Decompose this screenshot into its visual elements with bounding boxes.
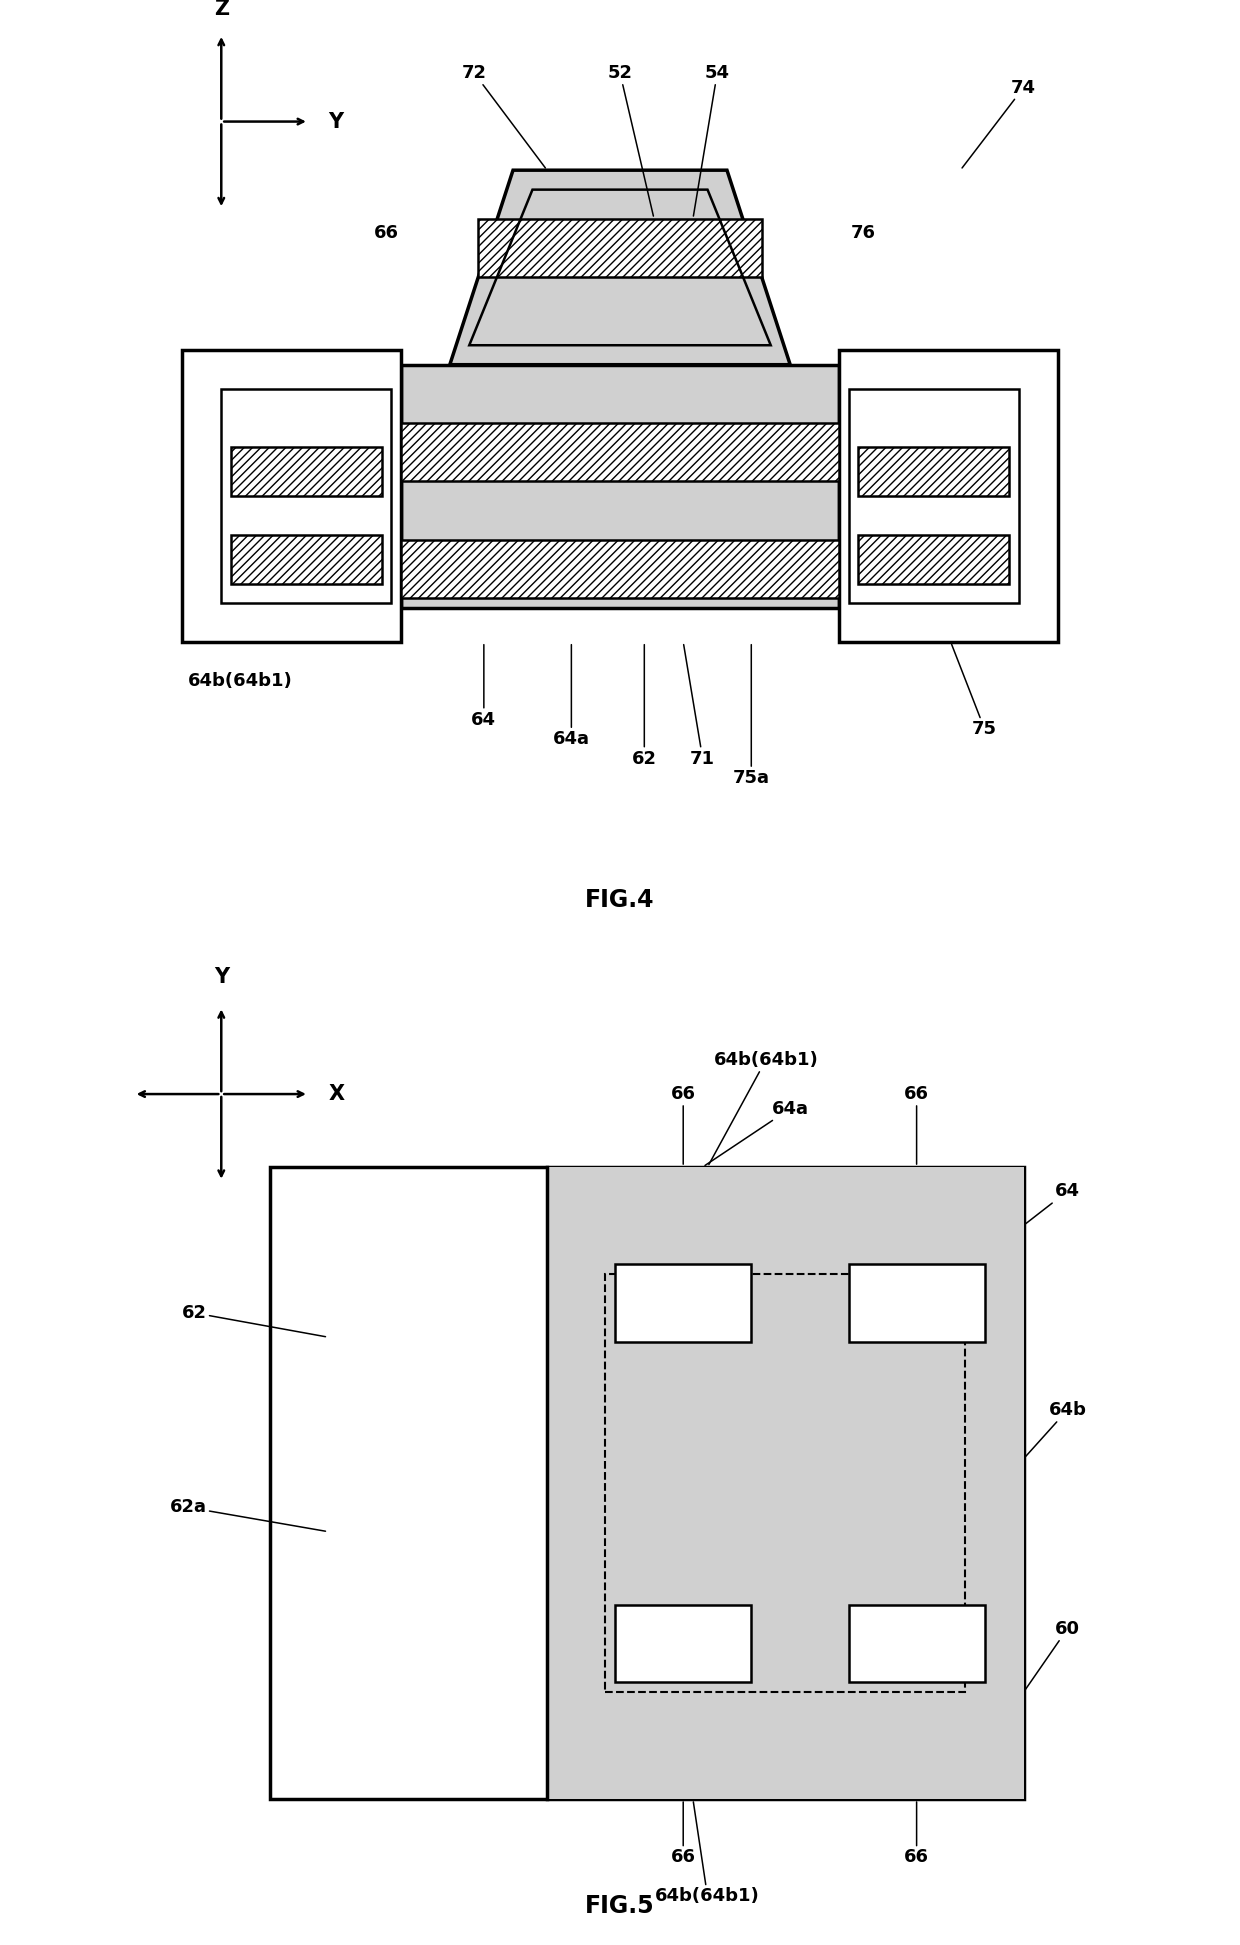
Text: 76: 76	[851, 224, 875, 243]
Text: 66: 66	[671, 1801, 696, 1867]
Bar	[402, 366, 838, 607]
Text: 52: 52	[608, 64, 653, 216]
Text: 64b(64b1): 64b(64b1)	[709, 1050, 818, 1165]
Text: 66: 66	[904, 1085, 929, 1165]
Text: 66: 66	[374, 224, 399, 243]
Text: 71: 71	[683, 644, 715, 768]
Text: 62: 62	[182, 1303, 326, 1336]
Bar	[479, 220, 761, 276]
Text: 64b(64b1): 64b(64b1)	[188, 671, 293, 690]
Bar	[848, 389, 1019, 603]
Bar	[605, 1274, 965, 1692]
Text: 64b: 64b	[1025, 1400, 1086, 1457]
Text: 75a: 75a	[733, 644, 770, 788]
Polygon shape	[450, 171, 790, 366]
Text: 75: 75	[951, 644, 997, 739]
Text: 66: 66	[904, 1801, 929, 1867]
Bar	[182, 350, 402, 642]
Bar	[270, 1167, 1023, 1799]
Bar	[547, 1167, 1023, 1799]
Text: Z: Z	[213, 0, 229, 19]
Text: 64a: 64a	[706, 1099, 808, 1165]
Text: 62a: 62a	[170, 1498, 326, 1531]
Text: 66: 66	[671, 1085, 696, 1165]
Bar	[848, 1264, 985, 1342]
Text: 54: 54	[693, 64, 730, 216]
Bar	[231, 447, 382, 496]
Bar	[402, 541, 838, 599]
Text: 60: 60	[1025, 1620, 1080, 1690]
Text: FIG.5: FIG.5	[585, 1894, 655, 1918]
Text: 64: 64	[1025, 1183, 1080, 1223]
Text: Y: Y	[329, 111, 343, 132]
Bar	[402, 424, 838, 482]
Bar	[838, 350, 1058, 642]
Text: 72: 72	[461, 64, 546, 167]
Bar	[231, 399, 382, 593]
Text: 64b(64b1): 64b(64b1)	[655, 1801, 760, 1906]
Text: 64a: 64a	[553, 644, 590, 749]
Text: 62: 62	[632, 644, 657, 768]
Bar	[858, 447, 1009, 496]
Text: 74: 74	[962, 78, 1037, 167]
Text: Y: Y	[213, 967, 229, 988]
Bar	[858, 399, 1009, 593]
Text: FIG.4: FIG.4	[585, 887, 655, 912]
Bar	[221, 389, 392, 603]
Bar	[231, 535, 382, 583]
Bar	[615, 1264, 751, 1342]
Bar	[848, 1605, 985, 1682]
Bar	[615, 1605, 751, 1682]
Text: X: X	[329, 1083, 345, 1105]
Bar	[858, 535, 1009, 583]
Text: 64: 64	[471, 644, 496, 729]
